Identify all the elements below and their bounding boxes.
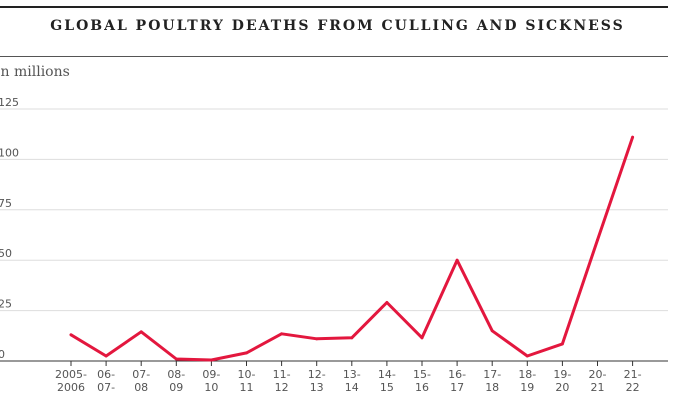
x-tick-label-line: 14- xyxy=(378,368,396,381)
y-tick-label: 75 xyxy=(0,197,12,210)
x-tick-label-line: 12 xyxy=(275,381,289,394)
data-point xyxy=(420,336,424,340)
x-tick-label-line: 08 xyxy=(134,381,148,394)
data-point xyxy=(69,333,73,337)
x-tick-label: 19-20 xyxy=(553,368,571,394)
x-tick-label-line: 2005- xyxy=(55,368,87,381)
x-tick-label-line: 13 xyxy=(310,381,324,394)
x-tick-label-line: 19 xyxy=(520,381,534,394)
x-tick-label: 21-22 xyxy=(624,368,642,394)
x-tick-label: 15-16 xyxy=(413,368,431,394)
x-tick-label-line: 09 xyxy=(169,381,183,394)
x-tick-label-line: 13- xyxy=(343,368,361,381)
x-tick-label-line: 2006 xyxy=(57,381,85,394)
data-point xyxy=(525,354,529,358)
data-point xyxy=(631,135,634,139)
x-tick-label: 09-10 xyxy=(202,368,220,394)
x-tick-label: 14-15 xyxy=(378,368,396,394)
x-axis-ticks: 2005-200606-07-07-0808-0909-1010-1111-12… xyxy=(55,361,642,394)
x-tick-label: 2005-2006 xyxy=(55,368,87,394)
x-tick-label-line: 16 xyxy=(415,381,429,394)
x-tick-label-line: 21- xyxy=(624,368,642,381)
x-tick-label-line: 07- xyxy=(132,368,150,381)
x-tick-label-line: 10 xyxy=(204,381,218,394)
chart-title: GLOBAL POULTRY DEATHS FROM CULLING AND S… xyxy=(50,18,625,34)
data-point xyxy=(315,337,319,341)
data-point xyxy=(139,330,143,334)
x-tick-label: 08-09 xyxy=(167,368,185,394)
x-tick-label: 06-07- xyxy=(97,368,115,394)
x-tick-label-line: 07- xyxy=(97,381,115,394)
data-point xyxy=(210,358,213,362)
x-tick-label-line: 06- xyxy=(97,368,115,381)
x-tick-label-line: 08- xyxy=(167,368,185,381)
y-axis-unit-label: In millions xyxy=(0,64,70,80)
x-tick-label-line: 21 xyxy=(591,381,605,394)
data-point xyxy=(280,332,283,336)
top-rule xyxy=(0,6,668,8)
x-tick-label: 11-12 xyxy=(273,368,291,394)
x-tick-label-line: 19- xyxy=(553,368,571,381)
x-tick-label-line: 16- xyxy=(448,368,466,381)
series-layer xyxy=(69,135,635,362)
x-tick-label-line: 22 xyxy=(626,381,640,394)
x-tick-label: 13-14 xyxy=(343,368,361,394)
x-tick-label-line: 17- xyxy=(483,368,501,381)
data-point xyxy=(174,357,178,361)
x-tick-label-line: 18 xyxy=(485,381,499,394)
x-tick-label-line: 14 xyxy=(345,381,359,394)
data-point xyxy=(455,258,459,262)
x-tick-label-line: 15 xyxy=(380,381,394,394)
x-tick-label-line: 20 xyxy=(555,381,569,394)
y-tick-label: 0 xyxy=(0,348,5,361)
x-tick-label: 10-11 xyxy=(238,368,256,394)
data-point xyxy=(350,336,354,340)
x-tick-label-line: 12- xyxy=(308,368,326,381)
x-tick-label: 18-19 xyxy=(518,368,536,394)
data-point xyxy=(245,351,248,355)
y-tick-label: 25 xyxy=(0,298,12,311)
data-point xyxy=(385,301,389,304)
data-point xyxy=(561,342,564,346)
x-tick-label: 16-17 xyxy=(448,368,466,394)
data-point xyxy=(490,329,494,333)
data-point xyxy=(104,354,108,358)
x-tick-label-line: 20- xyxy=(589,368,607,381)
gridlines xyxy=(0,108,668,312)
poultry-deaths-series-line xyxy=(69,135,635,362)
y-axis-ticks: 0 25 50 75 100 125 xyxy=(0,96,19,361)
x-tick-label-line: 11 xyxy=(240,381,254,394)
data-point xyxy=(596,238,599,242)
x-tick-label-line: 17 xyxy=(450,381,464,394)
x-tick-label: 20-21 xyxy=(589,368,607,394)
x-tick-label-line: 09- xyxy=(202,368,220,381)
x-tick-label: 12-13 xyxy=(308,368,326,394)
y-tick-label: 50 xyxy=(0,247,12,260)
x-tick-label-line: 18- xyxy=(518,368,536,381)
x-tick-label: 17-18 xyxy=(483,368,501,394)
x-tick-label-line: 11- xyxy=(273,368,291,381)
y-tick-label: 125 xyxy=(0,96,19,109)
title-rule xyxy=(0,56,668,57)
x-tick-label: 07-08 xyxy=(132,368,150,394)
x-tick-label-line: 10- xyxy=(238,368,256,381)
x-tick-label-line: 15- xyxy=(413,368,431,381)
y-tick-label: 100 xyxy=(0,146,19,159)
